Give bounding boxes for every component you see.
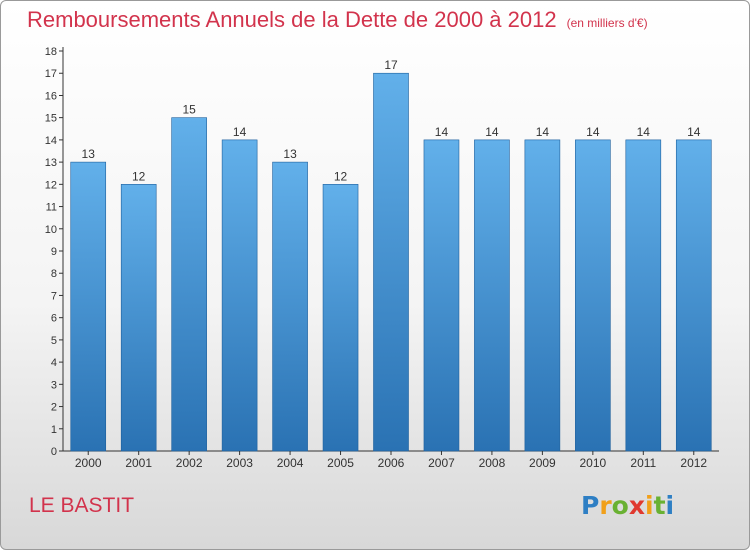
- x-tick-label: 2001: [125, 456, 152, 470]
- logo-letter: t: [653, 491, 666, 520]
- y-tick-label: 1: [51, 424, 57, 436]
- title-text: Remboursements Annuels de la Dette de 20…: [27, 7, 557, 32]
- bar: [675, 139, 712, 452]
- y-tick-label: 4: [51, 357, 57, 369]
- x-tick-label: 2007: [428, 456, 455, 470]
- y-tick-label: 9: [51, 246, 57, 258]
- x-tick-label: 2006: [378, 456, 405, 470]
- x-tick-label: 2012: [680, 456, 707, 470]
- x-tick-label: 2011: [630, 456, 656, 470]
- y-tick-label: 17: [45, 68, 57, 80]
- x-tick-label: 2000: [75, 456, 102, 470]
- y-tick-label: 2: [51, 402, 57, 414]
- data-label: 14: [536, 125, 550, 139]
- bar: [625, 139, 662, 452]
- bar: [120, 184, 157, 452]
- data-label: 12: [334, 169, 348, 183]
- logo-letter: r: [599, 491, 612, 520]
- proxiti-logo: Proxiti: [581, 491, 674, 520]
- data-label: 14: [233, 125, 247, 139]
- data-label: 12: [132, 169, 146, 183]
- data-label: 15: [182, 103, 196, 117]
- x-tick-label: 2008: [479, 456, 506, 470]
- bar: [322, 184, 359, 452]
- data-label: 13: [82, 147, 96, 161]
- chart-title: Remboursements Annuels de la Dette de 20…: [27, 7, 648, 33]
- x-tick-label: 2003: [226, 456, 253, 470]
- bar: [221, 139, 258, 452]
- y-tick-label: 6: [51, 313, 57, 325]
- data-label: 17: [384, 58, 398, 72]
- logo-letter: o: [611, 491, 629, 520]
- logo-letter: i: [665, 491, 675, 520]
- data-label: 14: [637, 125, 651, 139]
- chart-subtitle: (en milliers d'€): [566, 16, 648, 30]
- bar: [474, 139, 510, 452]
- y-tick-label: 12: [45, 179, 57, 191]
- bar: [575, 139, 611, 452]
- bar: [171, 117, 207, 452]
- y-tick-label: 10: [45, 224, 57, 236]
- data-label: 14: [435, 125, 449, 139]
- x-tick-label: 2010: [579, 456, 606, 470]
- bar: [423, 139, 460, 452]
- x-tick-label: 2004: [277, 456, 304, 470]
- y-tick-label: 7: [51, 290, 57, 302]
- x-tick-label: 2002: [176, 456, 203, 470]
- y-tick-label: 15: [45, 113, 57, 125]
- y-tick-label: 16: [45, 90, 57, 102]
- logo-letter: x: [628, 491, 645, 520]
- y-tick-label: 3: [51, 379, 57, 391]
- x-tick-label: 2005: [327, 456, 354, 470]
- x-tick-label: 2009: [529, 456, 556, 470]
- y-tick-label: 5: [51, 335, 57, 347]
- y-tick-label: 8: [51, 268, 57, 280]
- y-tick-label: 18: [45, 46, 57, 58]
- y-tick-label: 11: [46, 202, 57, 214]
- y-tick-label: 14: [45, 135, 57, 147]
- town-name: LE BASTIT: [29, 494, 135, 517]
- bar: [524, 139, 561, 452]
- bar: [70, 161, 107, 452]
- logo-letter: i: [645, 491, 654, 520]
- logo-letter: P: [581, 491, 600, 520]
- data-label: 14: [687, 125, 701, 139]
- data-label: 13: [283, 147, 297, 161]
- y-tick-label: 0: [51, 446, 57, 458]
- data-label: 14: [586, 125, 600, 139]
- y-tick-label: 13: [45, 157, 57, 169]
- bar: [373, 72, 409, 452]
- bar: [272, 161, 308, 452]
- data-label: 14: [485, 125, 499, 139]
